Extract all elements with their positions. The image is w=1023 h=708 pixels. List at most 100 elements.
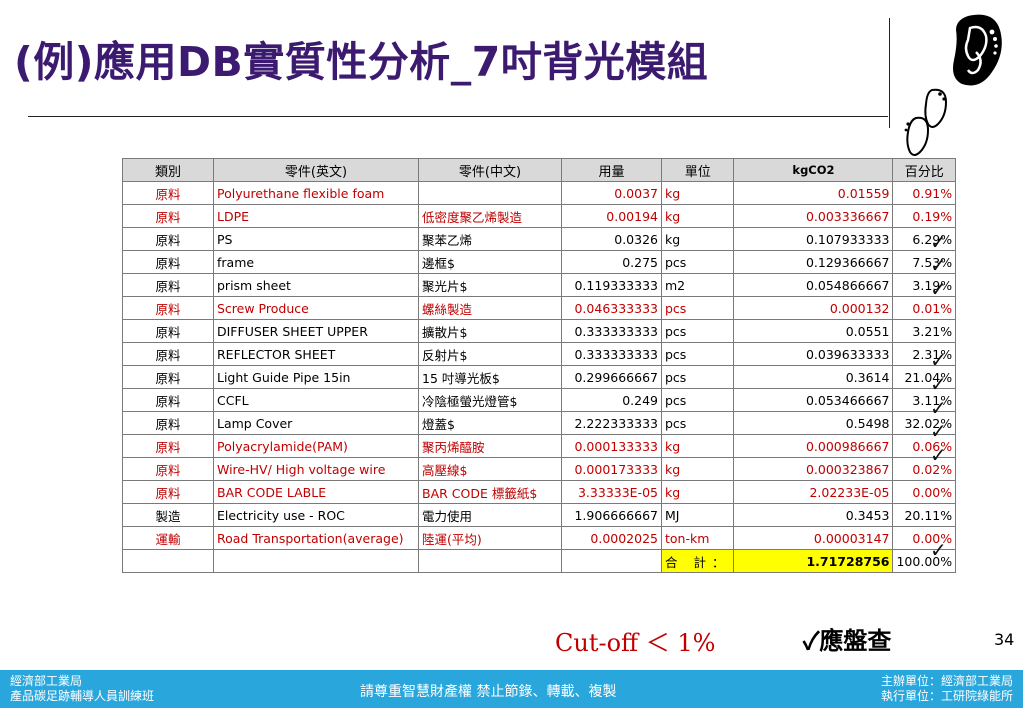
row-unit: pcs [660,365,735,389]
row-unit: ton-km [660,526,735,550]
row-kgco2: 0.000323867 [733,457,894,481]
table-row: 原料 Lamp Cover 燈蓋$ 2.222333333 pcs 0.5498 32.02… [122,411,957,435]
row-part-english: Wire-HV/ High voltage wire [213,457,419,481]
row-percentage: 32.02% [892,411,957,435]
check-mark-icon: ✓ [930,395,947,420]
row-part-english: Polyacrylamide(PAM) [213,434,419,458]
row-category: 運輸 [122,526,214,550]
table-row: 原料 Polyurethane flexible foam 0.0037 kg 0.01… [122,181,957,205]
row-category: 原料 [122,480,214,504]
row-part-chinese: 電力使用 [418,503,562,527]
row-part-english: Electricity use - ROC [213,503,419,527]
row-kgco2: 0.054866667 [733,273,894,297]
header-category: 類別 [122,158,214,182]
carbon-footprint-table: 類別 零件(英文) 零件(中文) 用量 單位 kgCO2 百分比 原料 Polyu… [122,158,957,573]
row-part-english: Polyurethane flexible foam [213,181,419,205]
row-kgco2: 0.5498 [733,411,894,435]
row-kgco2: 0.3453 [733,503,894,527]
row-part-english: CCFL [213,388,419,412]
row-part-chinese: 聚丙烯醯胺 [418,434,562,458]
row-quantity: 0.275 [561,250,662,274]
row-part-chinese: 聚苯乙烯 [418,227,562,251]
row-part-chinese: 反射片$ [418,342,562,366]
total-label: 合 計： [660,549,735,573]
row-quantity: 2.222333333 [561,411,662,435]
header-quantity: 用量 [561,158,662,182]
row-category: 原料 [122,342,214,366]
row-unit: pcs [660,388,735,412]
row-quantity: 0.0037 [561,181,662,205]
table-row: 原料 prism sheet 聚光片$ 0.119333333 m2 0.05486666… [122,273,957,297]
header-percentage: 百分比 [892,158,957,182]
row-quantity: 0.299666667 [561,365,662,389]
row-category: 原料 [122,181,214,205]
row-kgco2: 0.3614 [733,365,894,389]
table-row: 原料 REFLECTOR SHEET 反射片$ 0.333333333 pcs 0.039… [122,342,957,366]
empty-cell [561,549,662,573]
footer-org: 經濟部工業局 [10,674,83,688]
row-part-english: REFLECTOR SHEET [213,342,419,366]
row-part-chinese: 低密度聚乙烯製造 [418,204,562,228]
row-percentage: 2.31% [892,342,957,366]
vertical-divider [889,18,890,128]
table-row: 原料 Light Guide Pipe 15in 15 吋導光板$ 0.2996666… [122,365,957,389]
row-part-english: Light Guide Pipe 15in [213,365,419,389]
row-part-english: BAR CODE LABLE [213,480,419,504]
row-unit: kg [660,434,735,458]
row-quantity: 0.000133333 [561,434,662,458]
row-part-chinese [418,181,562,205]
row-part-english: Screw Produce [213,296,419,320]
table-row: 原料 PS 聚苯乙烯 0.0326 kg 0.107933333 6.29% [122,227,957,251]
row-percentage: 7.53% [892,250,957,274]
header-part-english: 零件(英文) [213,158,419,182]
row-part-english: Lamp Cover [213,411,419,435]
row-kgco2: 0.129366667 [733,250,894,274]
row-kgco2: 0.000132 [733,296,894,320]
row-unit: pcs [660,250,735,274]
row-kgco2: 0.000986667 [733,434,894,458]
row-quantity: 3.33333E-05 [561,480,662,504]
row-quantity: 1.906666667 [561,503,662,527]
row-quantity: 0.333333333 [561,342,662,366]
table-row: 原料 DIFFUSER SHEET UPPER 擴散片$ 0.333333333 pcs… [122,319,957,343]
empty-cell [122,549,214,573]
row-percentage: 3.11% [892,388,957,412]
table-row: 原料 frame 邊框$ 0.275 pcs 0.129366667 7.53% [122,250,957,274]
row-category: 原料 [122,388,214,412]
row-percentage: 21.04% [892,365,957,389]
table-header-row: 類別 零件(英文) 零件(中文) 用量 單位 kgCO2 百分比 [122,158,957,182]
row-quantity: 0.333333333 [561,319,662,343]
row-category: 製造 [122,503,214,527]
empty-cell [418,549,562,573]
table-row: 原料 Wire-HV/ High voltage wire 高壓線$ 0.000173… [122,457,957,481]
footer-bar: 經濟部工業局 產品碳足跡輔導人員訓練班 請尊重智慧財產權 禁止節錄、轉載、複製 … [0,670,1023,708]
row-kgco2: 2.02233E-05 [733,480,894,504]
slide-title: (例)應用DB實質性分析_7吋背光模組 [14,38,709,86]
row-unit: kg [660,181,735,205]
footer-left: 經濟部工業局 產品碳足跡輔導人員訓練班 [10,674,154,704]
table-total-row: 合 計： 1.71728756 100.00% [122,549,957,573]
title-divider [28,116,888,117]
row-quantity: 0.119333333 [561,273,662,297]
row-category: 原料 [122,411,214,435]
header-unit: 單位 [660,158,735,182]
row-percentage: 3.21% [892,319,957,343]
cutoff-note: Cut-off ＜ 1% [555,629,716,657]
row-part-chinese: 邊框$ [418,250,562,274]
row-unit: kg [660,227,735,251]
row-kgco2: 0.003336667 [733,204,894,228]
row-part-english: prism sheet [213,273,419,297]
total-percentage: 100.00% [892,549,957,573]
row-category: 原料 [122,204,214,228]
row-category: 原料 [122,319,214,343]
table-row: 原料 CCFL 冷陰極螢光燈管$ 0.249 pcs 0.053466667 3.11% [122,388,957,412]
table-row: 原料 BAR CODE LABLE BAR CODE 標籤紙$ 3.33333E-05… [122,480,957,504]
row-unit: MJ [660,503,735,527]
check-mark-icon: ✓ [930,371,947,396]
row-unit: pcs [660,342,735,366]
footer-copyright: 請尊重智慧財產權 禁止節錄、轉載、複製 [360,684,617,700]
row-part-chinese: 高壓線$ [418,457,562,481]
row-percentage: 0.00% [892,480,957,504]
row-part-chinese: 陸運(平均) [418,526,562,550]
table-row: 原料 LDPE 低密度聚乙烯製造 0.00194 kg 0.003336667 0.19% [122,204,957,228]
